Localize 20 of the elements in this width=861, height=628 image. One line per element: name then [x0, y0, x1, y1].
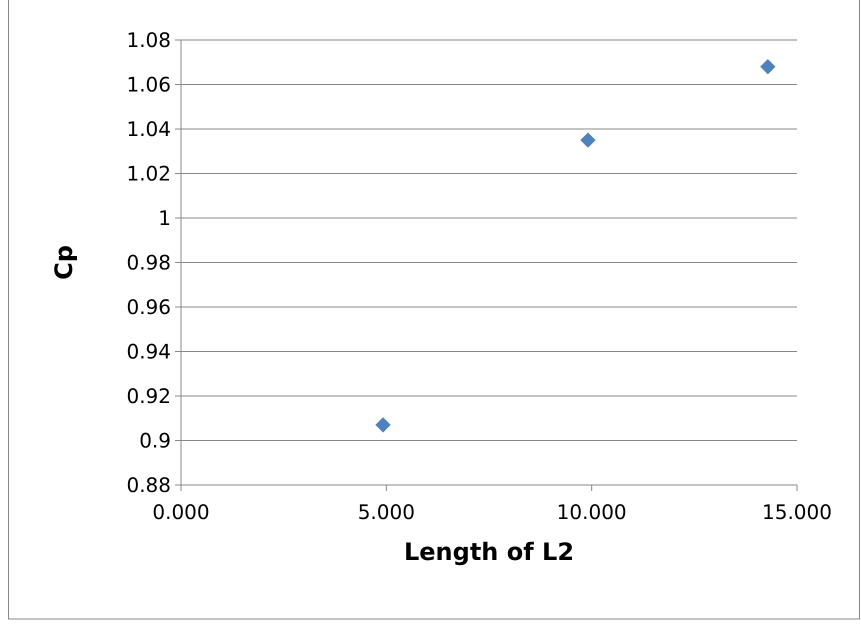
- x-tick-label: 0.000: [152, 500, 210, 524]
- point: [375, 417, 391, 433]
- y-tick-label: 0.94: [126, 340, 171, 364]
- y-tick-label: 1: [158, 206, 171, 230]
- y-tick-label: 1.04: [126, 117, 171, 141]
- y-tick-label: 1.02: [126, 162, 171, 186]
- y-axis-title: Cp: [50, 245, 78, 280]
- y-tick-label: 0.98: [126, 250, 171, 274]
- y-tick-label: 0.92: [126, 384, 171, 408]
- y-tick-label: 0.9: [139, 428, 171, 452]
- x-tick-label: 15.000: [762, 500, 832, 524]
- y-tick-label: 1.08: [126, 28, 171, 52]
- x-tick-label: 5.000: [358, 500, 415, 524]
- x-tick-label: 10.000: [556, 500, 627, 524]
- y-tick-label: 0.88: [126, 473, 171, 497]
- point: [580, 132, 596, 148]
- point: [760, 59, 776, 74]
- x-axis-title: Length of L2: [404, 538, 574, 566]
- y-tick-label: 0.96: [126, 295, 171, 319]
- y-tick-label: 1.06: [126, 72, 171, 96]
